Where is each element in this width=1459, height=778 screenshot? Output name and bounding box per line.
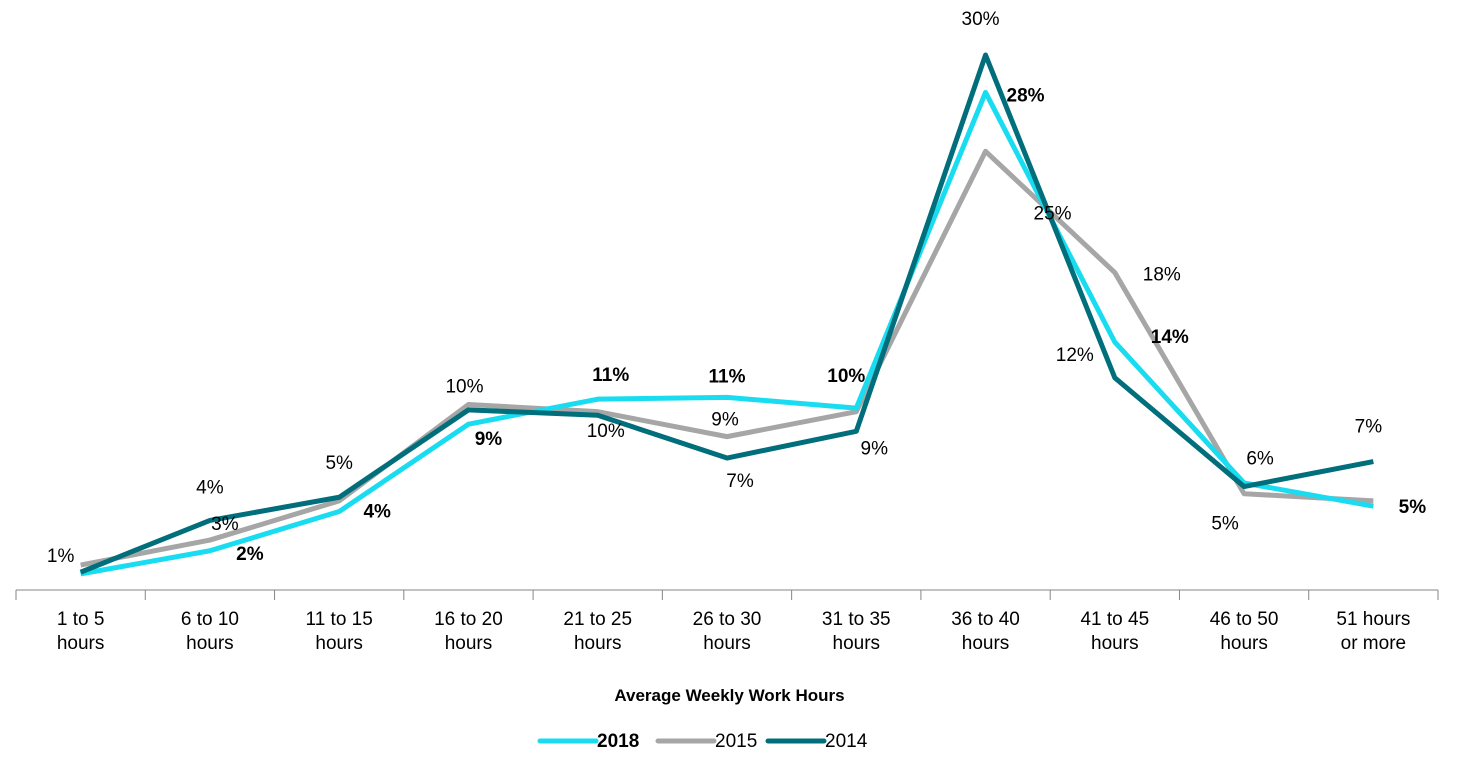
data-label: 28%: [1007, 85, 1045, 106]
x-tick-label: 16 to 20 hours: [434, 609, 503, 654]
data-label: 11%: [709, 366, 746, 387]
data-label: 1%: [47, 546, 75, 567]
legend-label: 2015: [715, 731, 757, 752]
x-tick-label: 11 to 15 hours: [305, 609, 373, 654]
data-label: 25%: [1034, 203, 1072, 224]
data-label: 3%: [211, 514, 239, 535]
data-label: 4%: [363, 502, 391, 523]
x-tick-label: 41 to 45 hours: [1080, 609, 1150, 654]
data-label: 9%: [475, 429, 503, 450]
data-label: 7%: [1355, 417, 1383, 438]
legend-label: 2014: [825, 731, 868, 752]
x-tick-label: 1 to 5 hours: [56, 609, 105, 654]
data-label: 11%: [592, 365, 629, 386]
data-label: 12%: [1056, 345, 1094, 366]
data-label: 10%: [827, 366, 865, 387]
data-label: 5%: [1211, 514, 1239, 535]
x-tick-label: 31 to 35 hours: [821, 609, 891, 654]
x-tick-label: 36 to 40 hours: [951, 609, 1020, 654]
data-label: 18%: [1143, 265, 1181, 286]
series-line: [80, 148, 1374, 568]
x-tick-label: 21 to 25 hours: [563, 609, 633, 654]
legend-label: 2018: [597, 731, 639, 752]
data-label: 30%: [962, 9, 1000, 30]
data-label: 10%: [587, 421, 625, 442]
data-label: 9%: [861, 438, 889, 459]
x-axis-title: Average Weekly Work Hours: [614, 686, 845, 705]
data-label: 14%: [1151, 327, 1189, 348]
data-label: 9%: [711, 410, 739, 431]
data-label: 2%: [236, 544, 264, 565]
data-label: 4%: [196, 477, 224, 498]
x-tick-label: 46 to 50 hours: [1209, 609, 1279, 654]
data-label: 5%: [325, 453, 353, 474]
x-tick-label: 6 to 10 hours: [180, 609, 239, 654]
x-tick-label: 51 hours or more: [1336, 609, 1411, 654]
data-label: 10%: [445, 377, 483, 398]
data-label: 5%: [1399, 497, 1427, 518]
series-line: [80, 89, 1374, 577]
x-tick-label: 26 to 30 hours: [692, 609, 762, 654]
series-line: [79, 52, 1374, 575]
data-label: 7%: [726, 471, 754, 492]
data-label: 6%: [1246, 449, 1274, 470]
